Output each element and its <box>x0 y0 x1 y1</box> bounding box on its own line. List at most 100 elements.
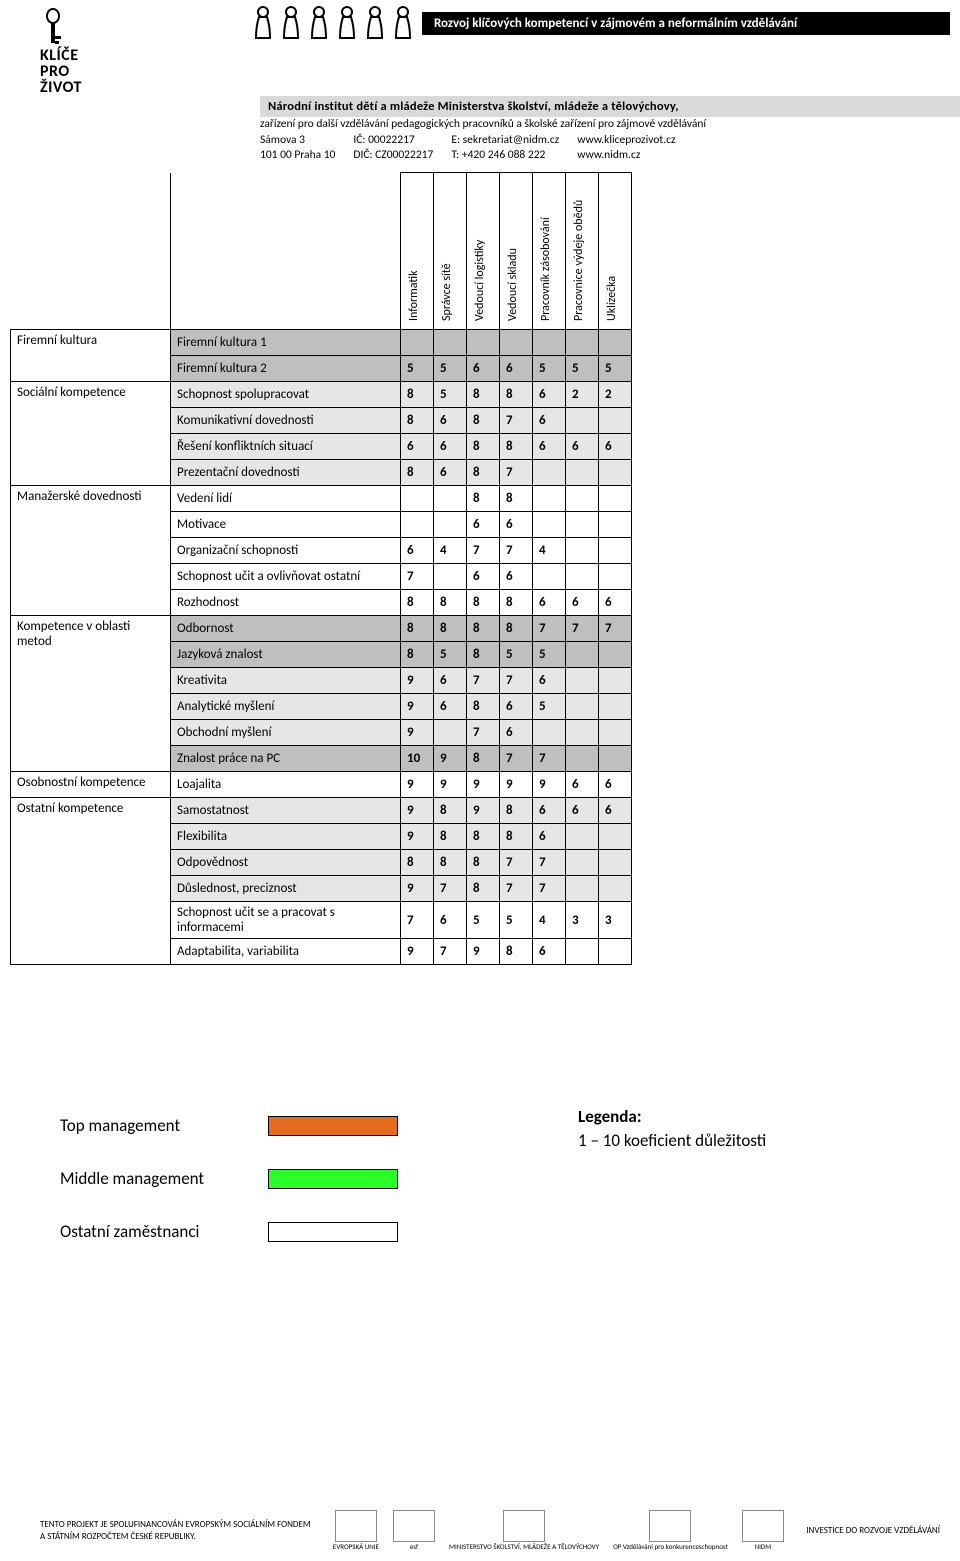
value-cell: 7 <box>500 876 533 902</box>
logo-caption: NIDM <box>755 1542 772 1551</box>
value-cell <box>566 876 599 902</box>
row-label: Analytické myšlení <box>171 694 401 720</box>
logo-caption: esf <box>410 1542 418 1551</box>
value-cell: 8 <box>467 460 500 486</box>
competence-table: Informatik Správce sítě Vedoucí logistik… <box>10 172 632 965</box>
header-grey-band: Národní institut dětí a mládeže Minister… <box>260 96 960 117</box>
category-cell: Manažerské dovednosti <box>11 486 171 616</box>
legend-swatch <box>268 1116 398 1136</box>
value-cell <box>566 746 599 772</box>
value-cell: 6 <box>599 434 632 460</box>
row-label: Flexibilita <box>171 824 401 850</box>
table-row: Manažerské dovednostiVedení lidí88 <box>11 486 632 512</box>
value-cell: 6 <box>434 460 467 486</box>
row-label: Odpovědnost <box>171 850 401 876</box>
value-cell: 6 <box>401 434 434 460</box>
value-cell: 5 <box>434 642 467 668</box>
value-cell: 8 <box>401 460 434 486</box>
value-cell: 8 <box>500 590 533 616</box>
value-cell: 6 <box>434 694 467 720</box>
value-cell <box>599 486 632 512</box>
value-cell: 8 <box>467 382 500 408</box>
value-cell <box>434 720 467 746</box>
table-row: Kompetence v oblasti metodOdbornost88887… <box>11 616 632 642</box>
value-cell: 8 <box>500 798 533 824</box>
value-cell: 5 <box>434 356 467 382</box>
logo-caption: EVROPSKÁ UNIE <box>333 1542 379 1551</box>
value-cell: 8 <box>467 616 500 642</box>
row-label: Komunikativní dovednosti <box>171 408 401 434</box>
logo-box <box>742 1510 784 1542</box>
value-cell: 7 <box>401 564 434 590</box>
legend-label: Ostatní zaměstnanci <box>60 1221 250 1242</box>
value-cell: 6 <box>533 798 566 824</box>
value-cell <box>599 824 632 850</box>
table-row: Sociální kompetenceSchopnost spolupracov… <box>11 382 632 408</box>
col-header: Správce sítě <box>434 173 467 330</box>
row-label: Samostatnost <box>171 798 401 824</box>
footer-right: INVESTICE DO ROZVOJE VZDĚLÁVÁNÍ <box>806 1525 940 1536</box>
value-cell: 6 <box>599 772 632 798</box>
value-cell: 9 <box>467 798 500 824</box>
col-header: Informatik <box>401 173 434 330</box>
value-cell <box>599 939 632 965</box>
category-cell: Kompetence v oblasti metod <box>11 616 171 772</box>
value-cell: 6 <box>500 564 533 590</box>
value-cell: 6 <box>533 434 566 460</box>
value-cell: 9 <box>401 876 434 902</box>
logo-box <box>335 1510 377 1542</box>
value-cell: 6 <box>599 798 632 824</box>
category-cell: Osobnostní kompetence <box>11 772 171 798</box>
value-cell: 8 <box>434 590 467 616</box>
value-cell: 7 <box>500 408 533 434</box>
row-label: Schopnost spolupracovat <box>171 382 401 408</box>
value-cell: 5 <box>500 642 533 668</box>
value-cell: 8 <box>500 382 533 408</box>
value-cell: 7 <box>599 616 632 642</box>
value-cell: 8 <box>500 486 533 512</box>
footer-logo: EVROPSKÁ UNIE <box>333 1510 379 1551</box>
value-cell <box>533 564 566 590</box>
value-cell: 7 <box>401 902 434 939</box>
header: KLÍČE PRO ŽIVOT Rozvoj klíčových kompete… <box>0 0 960 96</box>
value-cell: 7 <box>467 668 500 694</box>
value-cell: 3 <box>566 902 599 939</box>
header-contacts: Sámova 3 101 00 Praha 10 IČ: 00022217 DI… <box>0 133 960 162</box>
addr2: 101 00 Praha 10 <box>260 148 335 162</box>
value-cell: 8 <box>401 616 434 642</box>
value-cell <box>434 512 467 538</box>
value-cell: 6 <box>566 590 599 616</box>
logo-klice: KLÍČE PRO ŽIVOT <box>40 8 82 96</box>
value-cell: 6 <box>434 434 467 460</box>
value-cell: 6 <box>467 512 500 538</box>
col-header: Pracovník zásobování <box>533 173 566 330</box>
value-cell: 8 <box>467 486 500 512</box>
value-cell <box>566 564 599 590</box>
value-cell <box>434 330 467 356</box>
value-cell: 8 <box>467 408 500 434</box>
value-cell <box>599 564 632 590</box>
value-cell: 6 <box>434 408 467 434</box>
row-label: Schopnost učit se a pracovat s informace… <box>171 902 401 939</box>
value-cell: 9 <box>434 746 467 772</box>
value-cell: 2 <box>566 382 599 408</box>
row-label: Loajalita <box>171 772 401 798</box>
value-cell <box>599 538 632 564</box>
value-cell: 6 <box>566 772 599 798</box>
value-cell: 7 <box>533 746 566 772</box>
value-cell: 7 <box>467 538 500 564</box>
value-cell: 6 <box>533 408 566 434</box>
row-label: Odbornost <box>171 616 401 642</box>
value-cell <box>566 486 599 512</box>
category-cell: Ostatní kompetence <box>11 798 171 965</box>
value-cell <box>566 720 599 746</box>
legend-row: Top management <box>60 1115 398 1136</box>
footer-left: TENTO PROJEKT JE SPOLUFINANCOVÁN EVROPSK… <box>40 1519 311 1542</box>
col-header: Vedoucí skladu <box>500 173 533 330</box>
value-cell: 9 <box>434 772 467 798</box>
value-cell <box>533 486 566 512</box>
value-cell <box>599 408 632 434</box>
value-cell: 8 <box>467 434 500 460</box>
value-cell: 6 <box>533 939 566 965</box>
value-cell: 6 <box>566 798 599 824</box>
